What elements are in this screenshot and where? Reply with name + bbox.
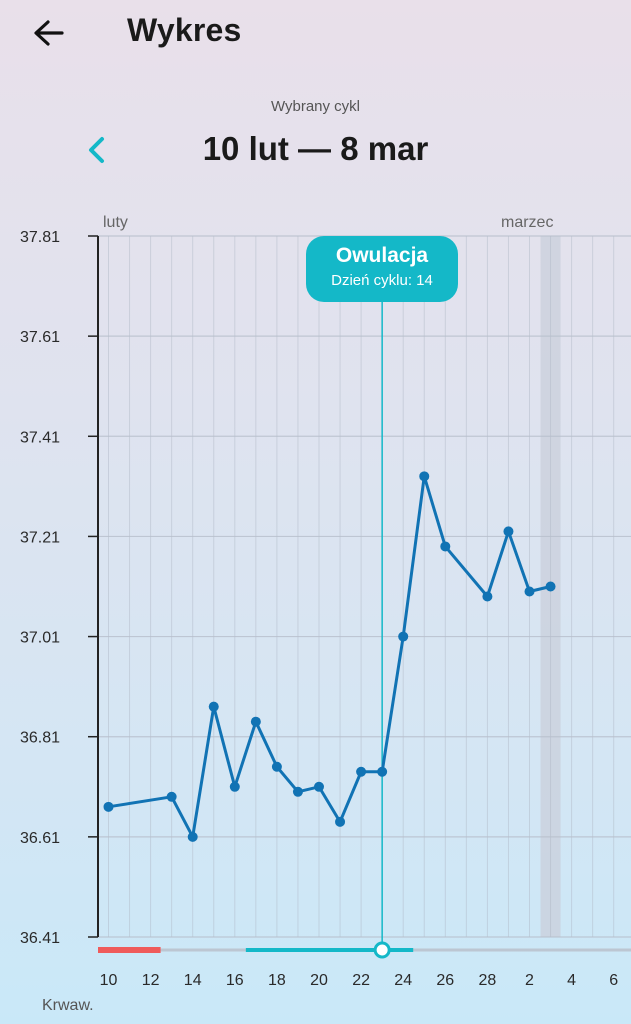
x-tick-label: 16	[226, 972, 244, 989]
x-tick-label: 12	[142, 972, 160, 989]
temperature-point[interactable]	[166, 791, 177, 802]
x-tick-label: 28	[479, 972, 497, 989]
y-tick-label: 37.01	[20, 630, 60, 647]
temperature-point[interactable]	[271, 761, 282, 772]
ovulation-popup[interactable]: Owulacja Dzień cyklu: 14	[306, 236, 458, 302]
temperature-point[interactable]	[292, 786, 303, 797]
app-header: Wykres	[0, 0, 631, 70]
ovulation-popup-title: Owulacja	[335, 244, 429, 267]
y-tick-label: 37.41	[20, 429, 60, 446]
back-button[interactable]	[26, 12, 72, 54]
temperature-point[interactable]	[419, 471, 430, 482]
temperature-point[interactable]	[335, 816, 346, 827]
page-title: Wykres	[127, 12, 242, 48]
x-tick-label: 14	[184, 972, 202, 989]
month-label-luty: luty	[103, 214, 128, 231]
temperature-point[interactable]	[250, 716, 261, 727]
bleeding-row-label: Krwaw.	[42, 997, 94, 1014]
y-tick-label: 36.41	[20, 930, 60, 947]
y-tick-label: 37.81	[20, 229, 60, 246]
temperature-point[interactable]	[503, 526, 514, 537]
x-tick-label: 4	[567, 972, 576, 989]
temperature-point[interactable]	[356, 766, 367, 777]
temperature-point[interactable]	[187, 831, 198, 842]
temperature-point[interactable]	[440, 541, 451, 552]
y-tick-label: 37.21	[20, 529, 60, 546]
y-tick-label: 36.81	[20, 730, 60, 747]
x-tick-label: 18	[268, 972, 286, 989]
temperature-line	[108, 474, 551, 839]
previous-cycle-button[interactable]	[80, 130, 116, 170]
temperature-point[interactable]	[314, 781, 324, 792]
y-tick-label: 36.61	[20, 830, 60, 847]
chevron-left-icon	[89, 137, 104, 163]
x-tick-label: 20	[310, 972, 328, 989]
temperature-chart[interactable]: 36.41 36.61 36.81 37.01 37.21 37.41 37.61 37.81…	[0, 200, 631, 990]
y-tick-label: 37.61	[20, 329, 60, 346]
cycle-caption: Wybrany cykl	[270, 98, 361, 115]
x-tick-label: 10	[100, 972, 118, 989]
temperature-point[interactable]	[398, 631, 409, 642]
month-label-marzec: marzec	[501, 214, 553, 231]
cycle-date-range: 10 lut — 8 mar	[202, 130, 429, 167]
arrow-left-icon	[34, 20, 64, 46]
temperature-point[interactable]	[377, 766, 388, 777]
x-tick-label: 2	[525, 972, 534, 989]
temperature-point[interactable]	[545, 581, 556, 592]
temperature-point[interactable]	[208, 701, 219, 712]
ovulation-popup-subtitle: Dzień cyklu: 14	[331, 272, 433, 289]
x-tick-label: 26	[436, 972, 454, 989]
x-tick-label: 6	[609, 972, 618, 989]
ovulation-marker[interactable]	[373, 941, 391, 959]
temperature-point[interactable]	[482, 591, 493, 602]
temperature-point[interactable]	[229, 781, 240, 792]
x-tick-label: 22	[352, 972, 370, 989]
temperature-point[interactable]	[103, 801, 114, 812]
x-tick-label: 24	[394, 972, 412, 989]
temperature-point[interactable]	[524, 586, 535, 597]
